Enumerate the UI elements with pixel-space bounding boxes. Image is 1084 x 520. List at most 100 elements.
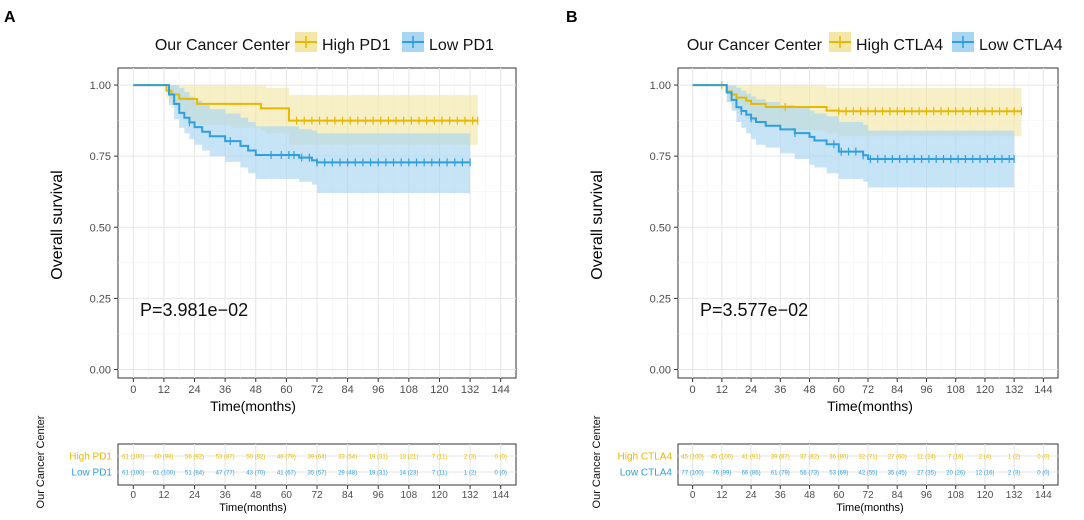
risk-row-label: Low PD1 [71,468,112,479]
risk-cell: 61 (100) [122,471,144,477]
risk-x-tick-label: 60 [281,490,293,501]
risk-cell: 45 (100) [681,455,703,461]
confidence-band-low [692,85,1015,188]
legend-item-low[interactable]: Low CTLA4 [952,32,1063,54]
risk-cell: 33 (54) [338,455,357,461]
x-tick-label: 0 [690,384,696,396]
risk-cell: 61 (100) [153,471,175,477]
risk-x-tick-label: 72 [862,490,874,501]
risk-cell: 39 (87) [771,455,790,461]
risk-cell: 2 (3) [1008,471,1020,477]
survival-line-low[interactable] [692,84,1015,161]
risk-x-tick-label: 0 [690,490,696,501]
risk-cell: 47 (77) [216,471,235,477]
risk-cell: 37 (82) [800,455,819,461]
x-axis-label: Time(months) [827,398,913,414]
risk-cell: 1 (2) [464,471,476,477]
y-tick-label: 0.75 [90,151,111,163]
y-tick-label: 0.50 [90,222,111,234]
risk-x-tick-label: 132 [462,490,479,501]
x-tick-label: 84 [891,384,903,396]
risk-cell: 39 (64) [307,455,326,461]
x-tick-label: 72 [311,384,323,396]
risk-x-tick-label: 36 [220,490,232,501]
survival-line-high[interactable] [133,84,478,122]
risk-x-tick-label: 84 [892,490,904,501]
risk-x-tick-label: 12 [158,490,170,501]
risk-cell: 13 (21) [399,455,418,461]
x-tick-label: 36 [219,384,231,396]
x-tick-label: 96 [920,384,932,396]
risk-x-tick-label: 36 [775,490,787,501]
risk-cell: 11 (24) [917,455,936,461]
legend-item-low[interactable]: Low PD1 [402,32,494,54]
y-tick-label: 1.00 [650,80,671,92]
risk-cell: 48 (79) [277,455,296,461]
x-tick-label: 132 [1005,384,1023,396]
risk-x-tick-label: 24 [746,490,758,501]
risk-cell: 29 (48) [338,471,357,477]
legend-item-high[interactable]: High PD1 [295,32,391,54]
legend-label-high: High PD1 [322,37,391,54]
x-tick-label: 48 [803,384,815,396]
x-tick-label: 132 [461,384,479,396]
risk-cell: 27 (35) [917,471,936,477]
y-axis-label: Overall survival [49,170,66,279]
risk-cell: 2 (3) [464,455,476,461]
risk-cell: 56 (92) [185,455,204,461]
x-tick-label: 24 [745,384,757,396]
risk-cell: 56 (73) [800,471,819,477]
panel-a: A Our Cancer Center High PD1 Low PD1 Ove… [4,9,517,514]
risk-x-tick-label: 120 [431,490,448,501]
x-tick-label: 120 [976,384,994,396]
x-tick-label: 60 [833,384,845,396]
risk-cell: 51 (84) [185,471,204,477]
risk-cell: 35 (45) [888,471,907,477]
x-tick-label: 96 [372,384,384,396]
risk-table-title: Our Cancer Center [35,415,47,508]
risk-cell: 14 (23) [399,471,418,477]
risk-x-tick-label: 60 [833,490,845,501]
panel-label: A [4,9,16,26]
x-tick-label: 60 [280,384,292,396]
panel-label: B [566,9,578,26]
risk-x-tick-label: 24 [189,490,201,501]
risk-cell: 7 (11) [432,471,447,477]
x-tick-label: 72 [862,384,874,396]
survival-plot: 0.00 0.25 0.50 0.75 1.00 0 12 24 36 48 60 72 84 96 108… [90,67,517,396]
panel-b: B Our Cancer Center High CTLA4 Low CTLA4… [566,9,1063,514]
risk-x-tick-label: 108 [401,490,418,501]
x-tick-label: 120 [430,384,448,396]
risk-x-tick-label: 48 [804,490,816,501]
x-tick-label: 144 [1034,384,1052,396]
risk-x-tick-label: 96 [921,490,933,501]
risk-cell: 19 (31) [369,471,388,477]
risk-cell: 53 (69) [829,471,848,477]
risk-table-x-label: Time(months) [219,502,286,514]
x-tick-label: 0 [130,384,136,396]
risk-cell: 2 (4) [979,455,991,461]
y-tick-label: 0.75 [650,151,671,163]
y-axis-label: Overall survival [589,170,606,279]
risk-cell: 32 (71) [858,455,877,461]
x-tick-label: 12 [716,384,728,396]
survival-line-high[interactable] [692,84,1022,113]
risk-x-tick-label: 72 [311,490,323,501]
x-tick-label: 12 [158,384,170,396]
y-tick-label: 0.50 [650,222,671,234]
risk-cell: 27 (60) [888,455,907,461]
risk-table: High PD1 61 (100) 60 (98) 56 (92) 53 (87) 50 … [69,443,517,501]
legend-title: Our Cancer Center [687,37,823,54]
risk-x-tick-label: 84 [342,490,354,501]
risk-cell: 1 (2) [1008,455,1020,461]
x-tick-label: 36 [774,384,786,396]
risk-cell: 66 (86) [742,471,761,477]
legend-item-high[interactable]: High CTLA4 [829,32,943,54]
legend-label-low: Low PD1 [429,37,494,54]
risk-x-tick-label: 132 [1006,490,1023,501]
legend-label-low: Low CTLA4 [979,37,1063,54]
risk-cell: 20 (26) [946,471,965,477]
risk-cell: 60 (98) [154,455,173,461]
survival-line-low[interactable] [133,84,471,164]
p-value: P=3.981e−02 [140,300,248,320]
